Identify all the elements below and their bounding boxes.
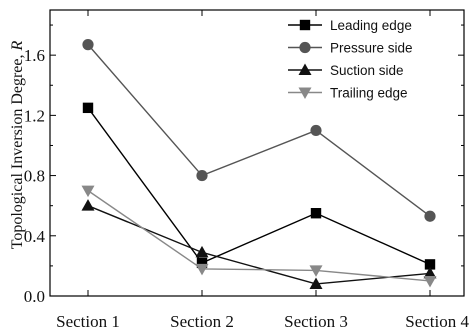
data-point [310, 208, 322, 219]
series-leading-edge [82, 102, 436, 270]
data-point [309, 277, 323, 289]
legend-label: Trailing edge [330, 86, 408, 101]
data-point [309, 265, 323, 277]
y-tick-label: 0.0 [24, 287, 45, 306]
series-layer [81, 39, 437, 289]
y-axis-title-symbol: R [9, 40, 26, 51]
y-tick-label: 1.2 [24, 106, 45, 125]
y-tick-label: 1.6 [24, 46, 45, 65]
data-point [196, 169, 208, 182]
series-pressure-side [82, 39, 436, 222]
data-point [81, 185, 95, 198]
y-axis-title-text: Topological Inversion Degree, [9, 50, 26, 249]
legend-item: Pressure side [288, 41, 413, 56]
data-point [310, 124, 322, 137]
x-tick-label: Section 4 [405, 312, 469, 331]
x-tick-label: Section 3 [284, 312, 348, 331]
y-tick-label: 0.8 [24, 167, 45, 186]
x-tick-label: Section 2 [170, 312, 234, 331]
data-point [195, 263, 209, 276]
data-point [82, 102, 94, 114]
legend-item: Suction side [288, 63, 404, 78]
y-axis-title: Topological Inversion Degree, R [9, 40, 26, 249]
x-tick-label: Section 1 [56, 312, 120, 331]
plot-frame-layer [49, 9, 465, 297]
series-trailing-edge [81, 185, 437, 288]
legend-item: Trailing edge [288, 86, 408, 101]
data-point [424, 259, 436, 270]
data-point [195, 245, 209, 258]
data-point [424, 210, 436, 222]
series-line [87, 107, 431, 266]
data-point [81, 199, 95, 211]
legend: Leading edge Pressure side Suction side Tra… [288, 18, 413, 101]
series-line [87, 205, 431, 285]
axis-ticks-layer: 0.0 0.4 0.8 1.2 1.6 Section 1 Section 2 Section… [24, 10, 469, 331]
series-line [87, 44, 431, 217]
legend-label: Leading edge [330, 18, 412, 33]
legend-marker [298, 63, 312, 75]
series-line [87, 190, 431, 282]
plot-area-border [49, 9, 465, 297]
data-point [82, 39, 94, 51]
legend-label: Pressure side [330, 41, 413, 56]
legend-label: Suction side [330, 63, 404, 78]
legend-marker [299, 19, 311, 31]
legend-marker [298, 87, 312, 99]
y-tick-label: 0.4 [24, 227, 46, 246]
data-point [196, 257, 208, 269]
legend-item: Leading edge [288, 18, 412, 33]
data-point [423, 275, 437, 288]
legend-marker [299, 41, 311, 54]
data-point [423, 266, 437, 279]
